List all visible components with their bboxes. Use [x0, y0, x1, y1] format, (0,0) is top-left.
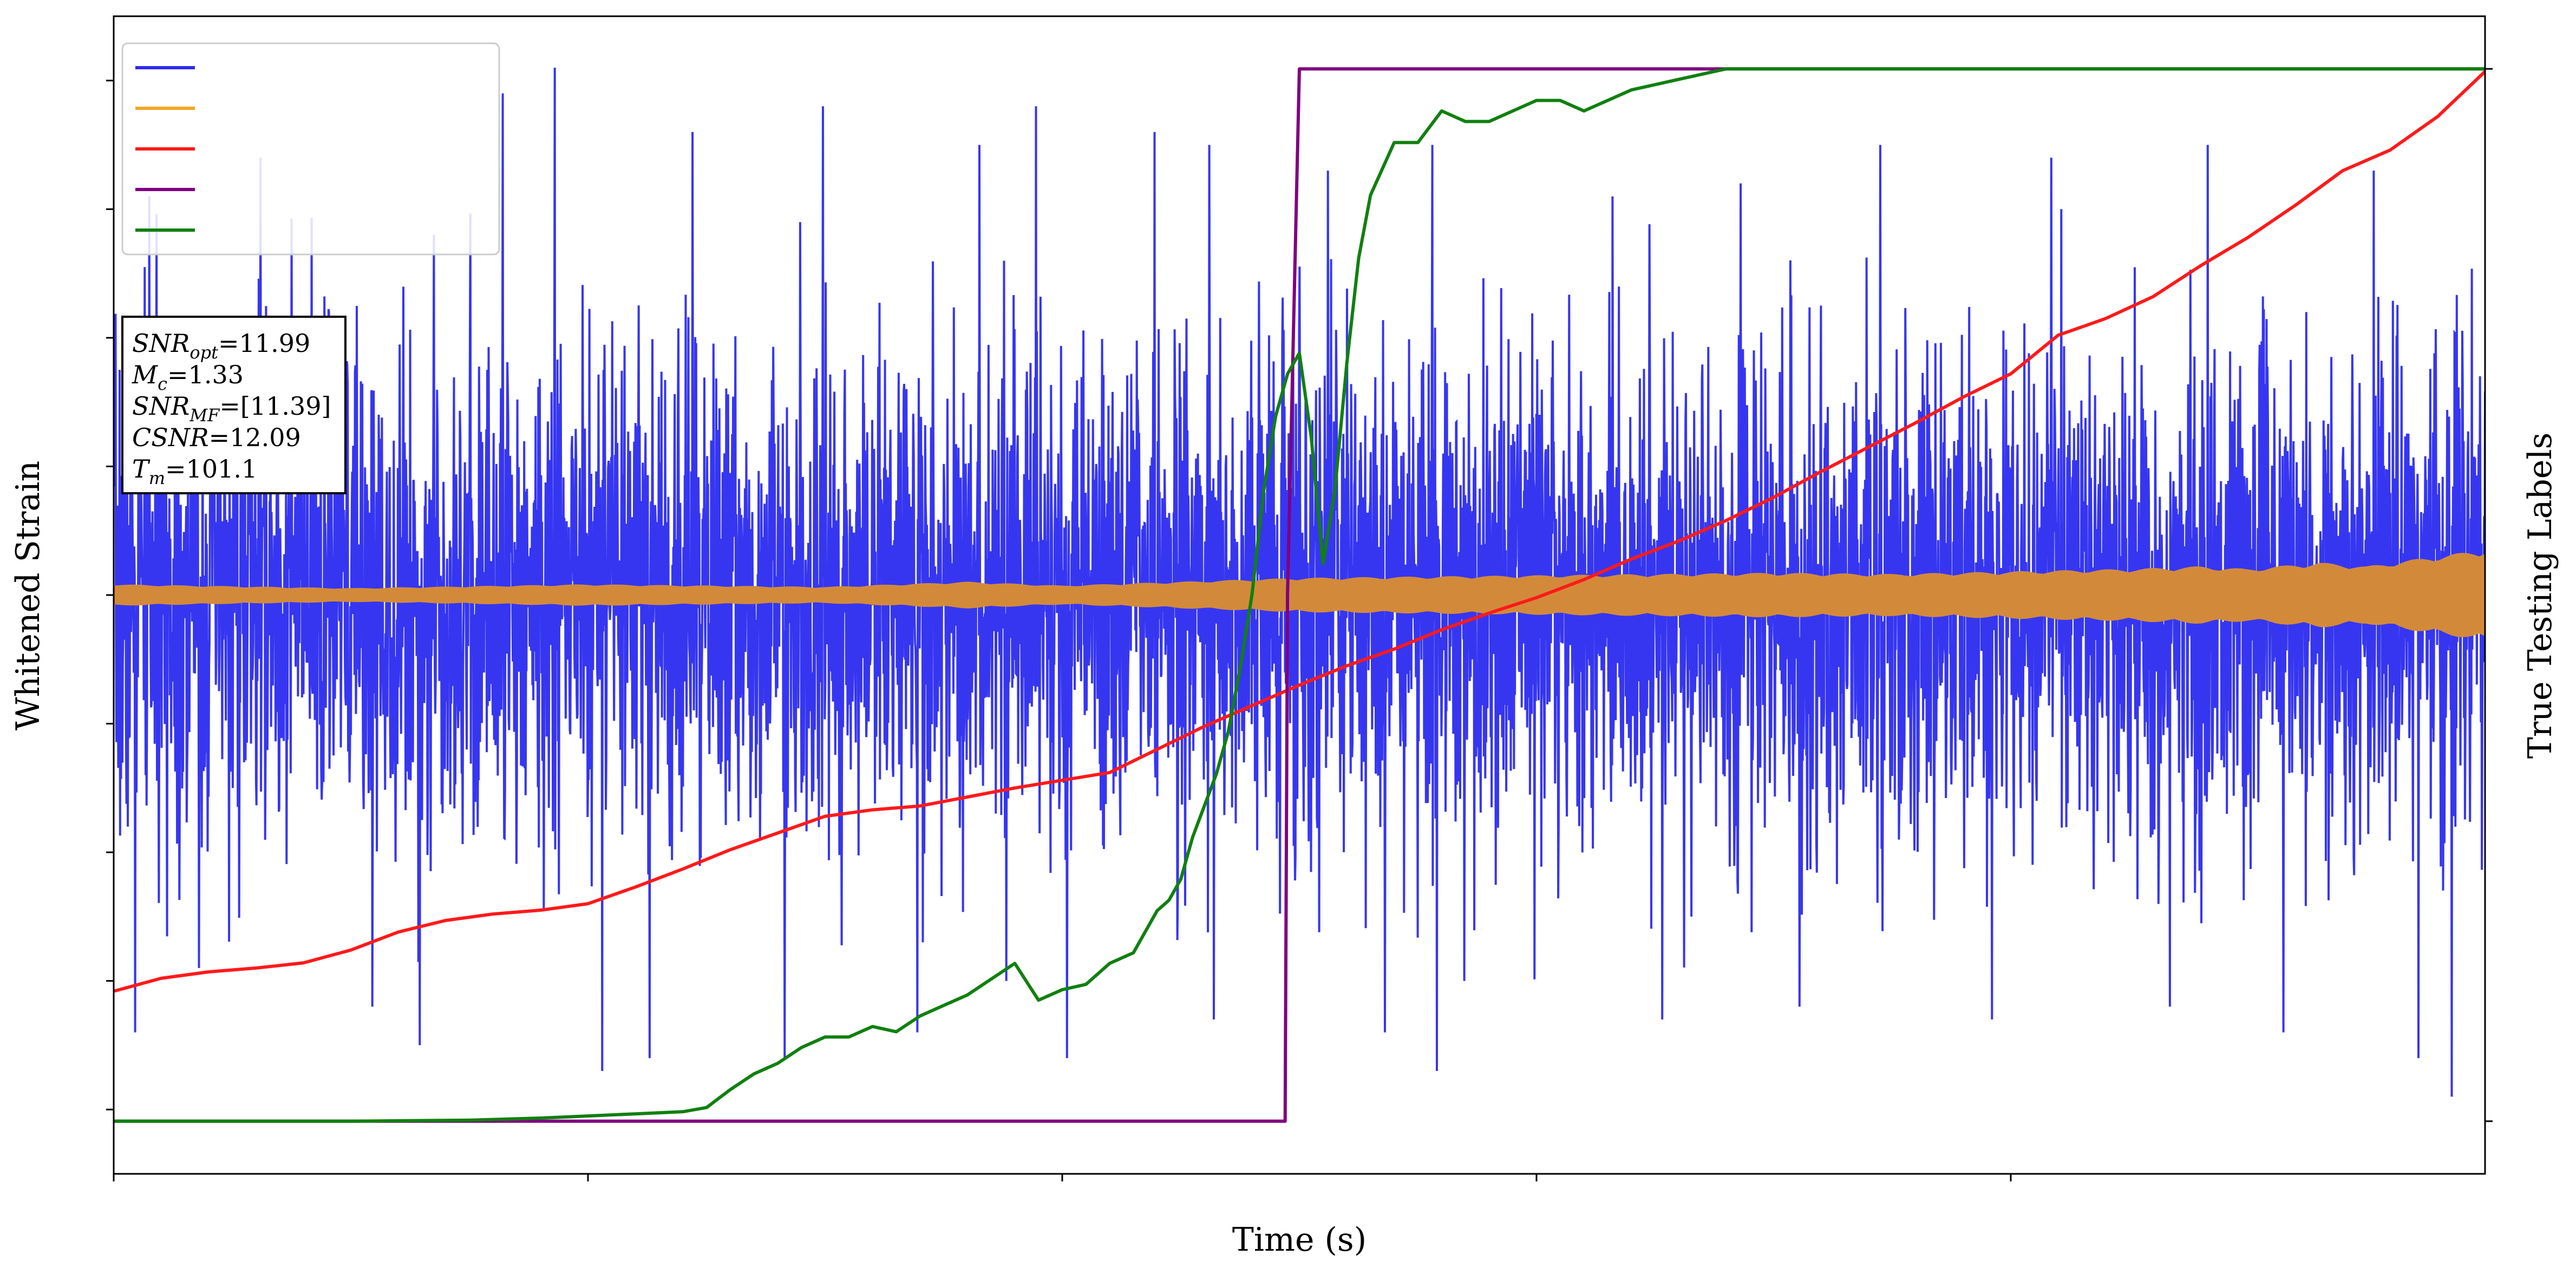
annotation-line: Mc=1.33: [132, 360, 244, 394]
annotation-box: [121, 316, 346, 494]
annotation-subscript: c: [158, 374, 167, 394]
annotation-variable: SNR: [132, 391, 189, 421]
signal-with-noise-series: [114, 67, 2485, 1097]
annotation-subscript: opt: [189, 342, 218, 363]
series-line-true-testing-labels: [114, 67, 2485, 1123]
series-line-cumilative-snr: [114, 70, 2485, 993]
annotation-line: SNRMF=[11.39]: [132, 391, 331, 426]
y2-axis-title: True Testing Labels: [2521, 433, 2559, 759]
line-series-group: [114, 67, 2485, 1123]
annotation-variable: T: [132, 454, 151, 484]
signal-only-series: [114, 553, 2485, 637]
annotation-subscript: m: [149, 468, 165, 488]
annotation-variable: CSNR: [132, 423, 209, 452]
annotation-variable: M: [132, 360, 159, 389]
y-axis-left: [106, 80, 114, 1110]
parameter-annotation: SNRopt=11.99Mc=1.33SNRMF=[11.39]CSNR=12.…: [121, 316, 346, 494]
y-axis-right: [2485, 68, 2493, 1122]
legend-box: [121, 42, 500, 256]
x-axis-title: Time (s): [1232, 1221, 1367, 1259]
annotation-variable: SNR: [132, 329, 189, 358]
legend: [121, 42, 500, 256]
annotation-value: =101.1: [165, 454, 257, 484]
x-axis: [113, 1174, 2012, 1181]
annotation-subscript: MF: [189, 405, 220, 426]
annotation-line: Tm=101.1: [132, 454, 257, 488]
annotation-value: =11.99: [218, 329, 310, 358]
series-line-lstm-output: [114, 67, 2485, 1123]
annotation-line: SNRopt=11.99: [132, 329, 310, 363]
annotation-value: =12.09: [209, 423, 301, 452]
series-band-signal-only: [114, 553, 2485, 637]
annotation-value: =[11.39]: [219, 391, 331, 421]
annotation-value: =1.33: [167, 360, 244, 389]
y-axis-title: Whitened Strain: [9, 461, 47, 730]
plot-area: [114, 67, 2485, 1123]
series-line-signal-with-noise: [114, 67, 2485, 1097]
annotation-line: CSNR=12.09: [132, 423, 301, 452]
